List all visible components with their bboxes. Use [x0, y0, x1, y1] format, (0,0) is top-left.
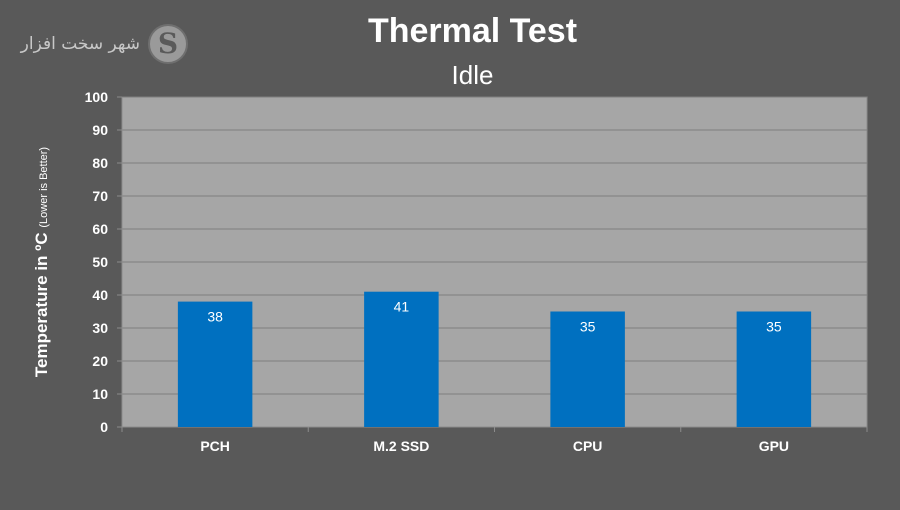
chart-title: Thermal Test — [367, 12, 578, 50]
y-tick-label: 80 — [92, 155, 108, 171]
bar-data-label: 41 — [394, 299, 410, 315]
bar — [364, 291, 439, 427]
chart-subtitle: Idle — [451, 60, 494, 90]
y-tick-label: 100 — [85, 89, 109, 105]
y-tick-label: 70 — [92, 188, 108, 204]
watermark-logo: شهر سخت افزار S — [10, 22, 192, 70]
bar — [736, 311, 812, 427]
bar — [550, 311, 625, 427]
logo-icon: S — [148, 24, 188, 64]
y-tick-label: 60 — [92, 221, 108, 237]
y-tick-label: 10 — [92, 386, 108, 402]
x-tick-label: GPU — [759, 438, 789, 454]
x-tick-label: PCH — [200, 438, 230, 454]
y-tick-label: 50 — [92, 254, 108, 270]
x-tick-label: M.2 SSD — [373, 438, 429, 454]
y-tick-label: 90 — [92, 122, 108, 138]
y-tick-label: 20 — [92, 353, 108, 369]
x-tick-label: CPU — [573, 438, 603, 454]
bar-data-label: 38 — [207, 309, 223, 325]
bar — [177, 301, 253, 427]
bar-data-label: 35 — [580, 319, 596, 335]
y-tick-label: 0 — [100, 419, 108, 435]
y-tick-label: 40 — [92, 287, 108, 303]
y-tick-label: 30 — [92, 320, 108, 336]
logo-text: شهر سخت افزار — [20, 34, 140, 54]
bar-data-label: 35 — [766, 319, 782, 335]
